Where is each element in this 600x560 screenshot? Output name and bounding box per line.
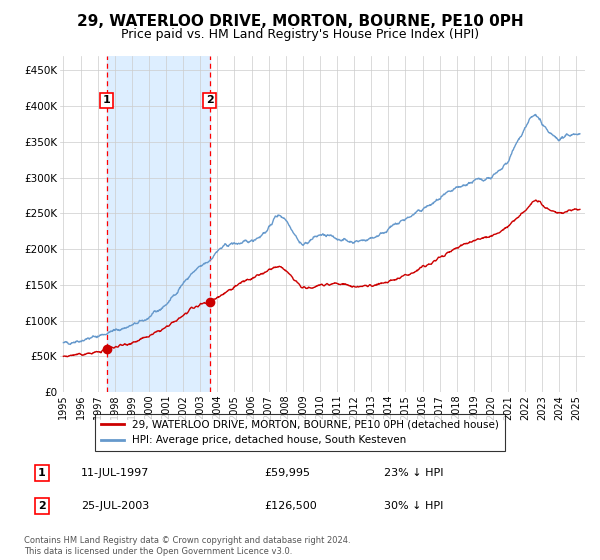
Text: Price paid vs. HM Land Registry's House Price Index (HPI): Price paid vs. HM Land Registry's House …	[121, 28, 479, 41]
Text: 29, WATERLOO DRIVE, MORTON, BOURNE, PE10 0PH: 29, WATERLOO DRIVE, MORTON, BOURNE, PE10…	[77, 14, 523, 29]
Text: 2: 2	[206, 95, 214, 105]
Text: 23% ↓ HPI: 23% ↓ HPI	[384, 468, 443, 478]
Text: Contains HM Land Registry data © Crown copyright and database right 2024.
This d: Contains HM Land Registry data © Crown c…	[24, 536, 350, 556]
Text: £126,500: £126,500	[264, 501, 317, 511]
Text: 25-JUL-2003: 25-JUL-2003	[81, 501, 149, 511]
Text: 1: 1	[38, 468, 46, 478]
Text: 30% ↓ HPI: 30% ↓ HPI	[384, 501, 443, 511]
Text: 11-JUL-1997: 11-JUL-1997	[81, 468, 149, 478]
Text: 1: 1	[103, 95, 110, 105]
Text: 2: 2	[38, 501, 46, 511]
Text: £59,995: £59,995	[264, 468, 310, 478]
Legend: 29, WATERLOO DRIVE, MORTON, BOURNE, PE10 0PH (detached house), HPI: Average pric: 29, WATERLOO DRIVE, MORTON, BOURNE, PE10…	[95, 414, 505, 451]
Bar	[107, 56, 210, 392]
